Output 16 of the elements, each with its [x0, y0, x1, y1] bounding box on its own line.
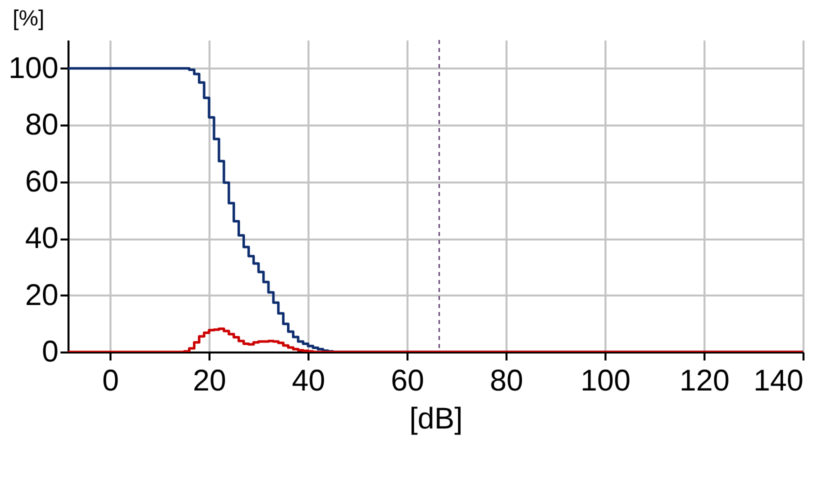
y-tick-label: 20: [25, 278, 58, 312]
y-tick-label: 40: [25, 222, 58, 256]
y-tick-label: 0: [42, 336, 58, 368]
y-tick-label: 80: [25, 108, 58, 142]
x-tick-label: 80: [490, 364, 524, 398]
x-tick-label: 60: [390, 364, 424, 398]
x-tick-label: 20: [192, 364, 226, 398]
y-axis-title: [%]: [12, 6, 44, 30]
y-tick-label: 60: [25, 165, 58, 198]
x-tick-label: 140: [753, 364, 804, 398]
x-tick-label: 100: [580, 364, 631, 398]
x-tick-label: 0: [102, 364, 119, 398]
x-axis-title: [dB]: [409, 402, 463, 436]
y-tick-label: 100: [8, 52, 58, 85]
x-tick-label: 40: [292, 364, 326, 398]
x-tick-label: 120: [679, 364, 730, 398]
